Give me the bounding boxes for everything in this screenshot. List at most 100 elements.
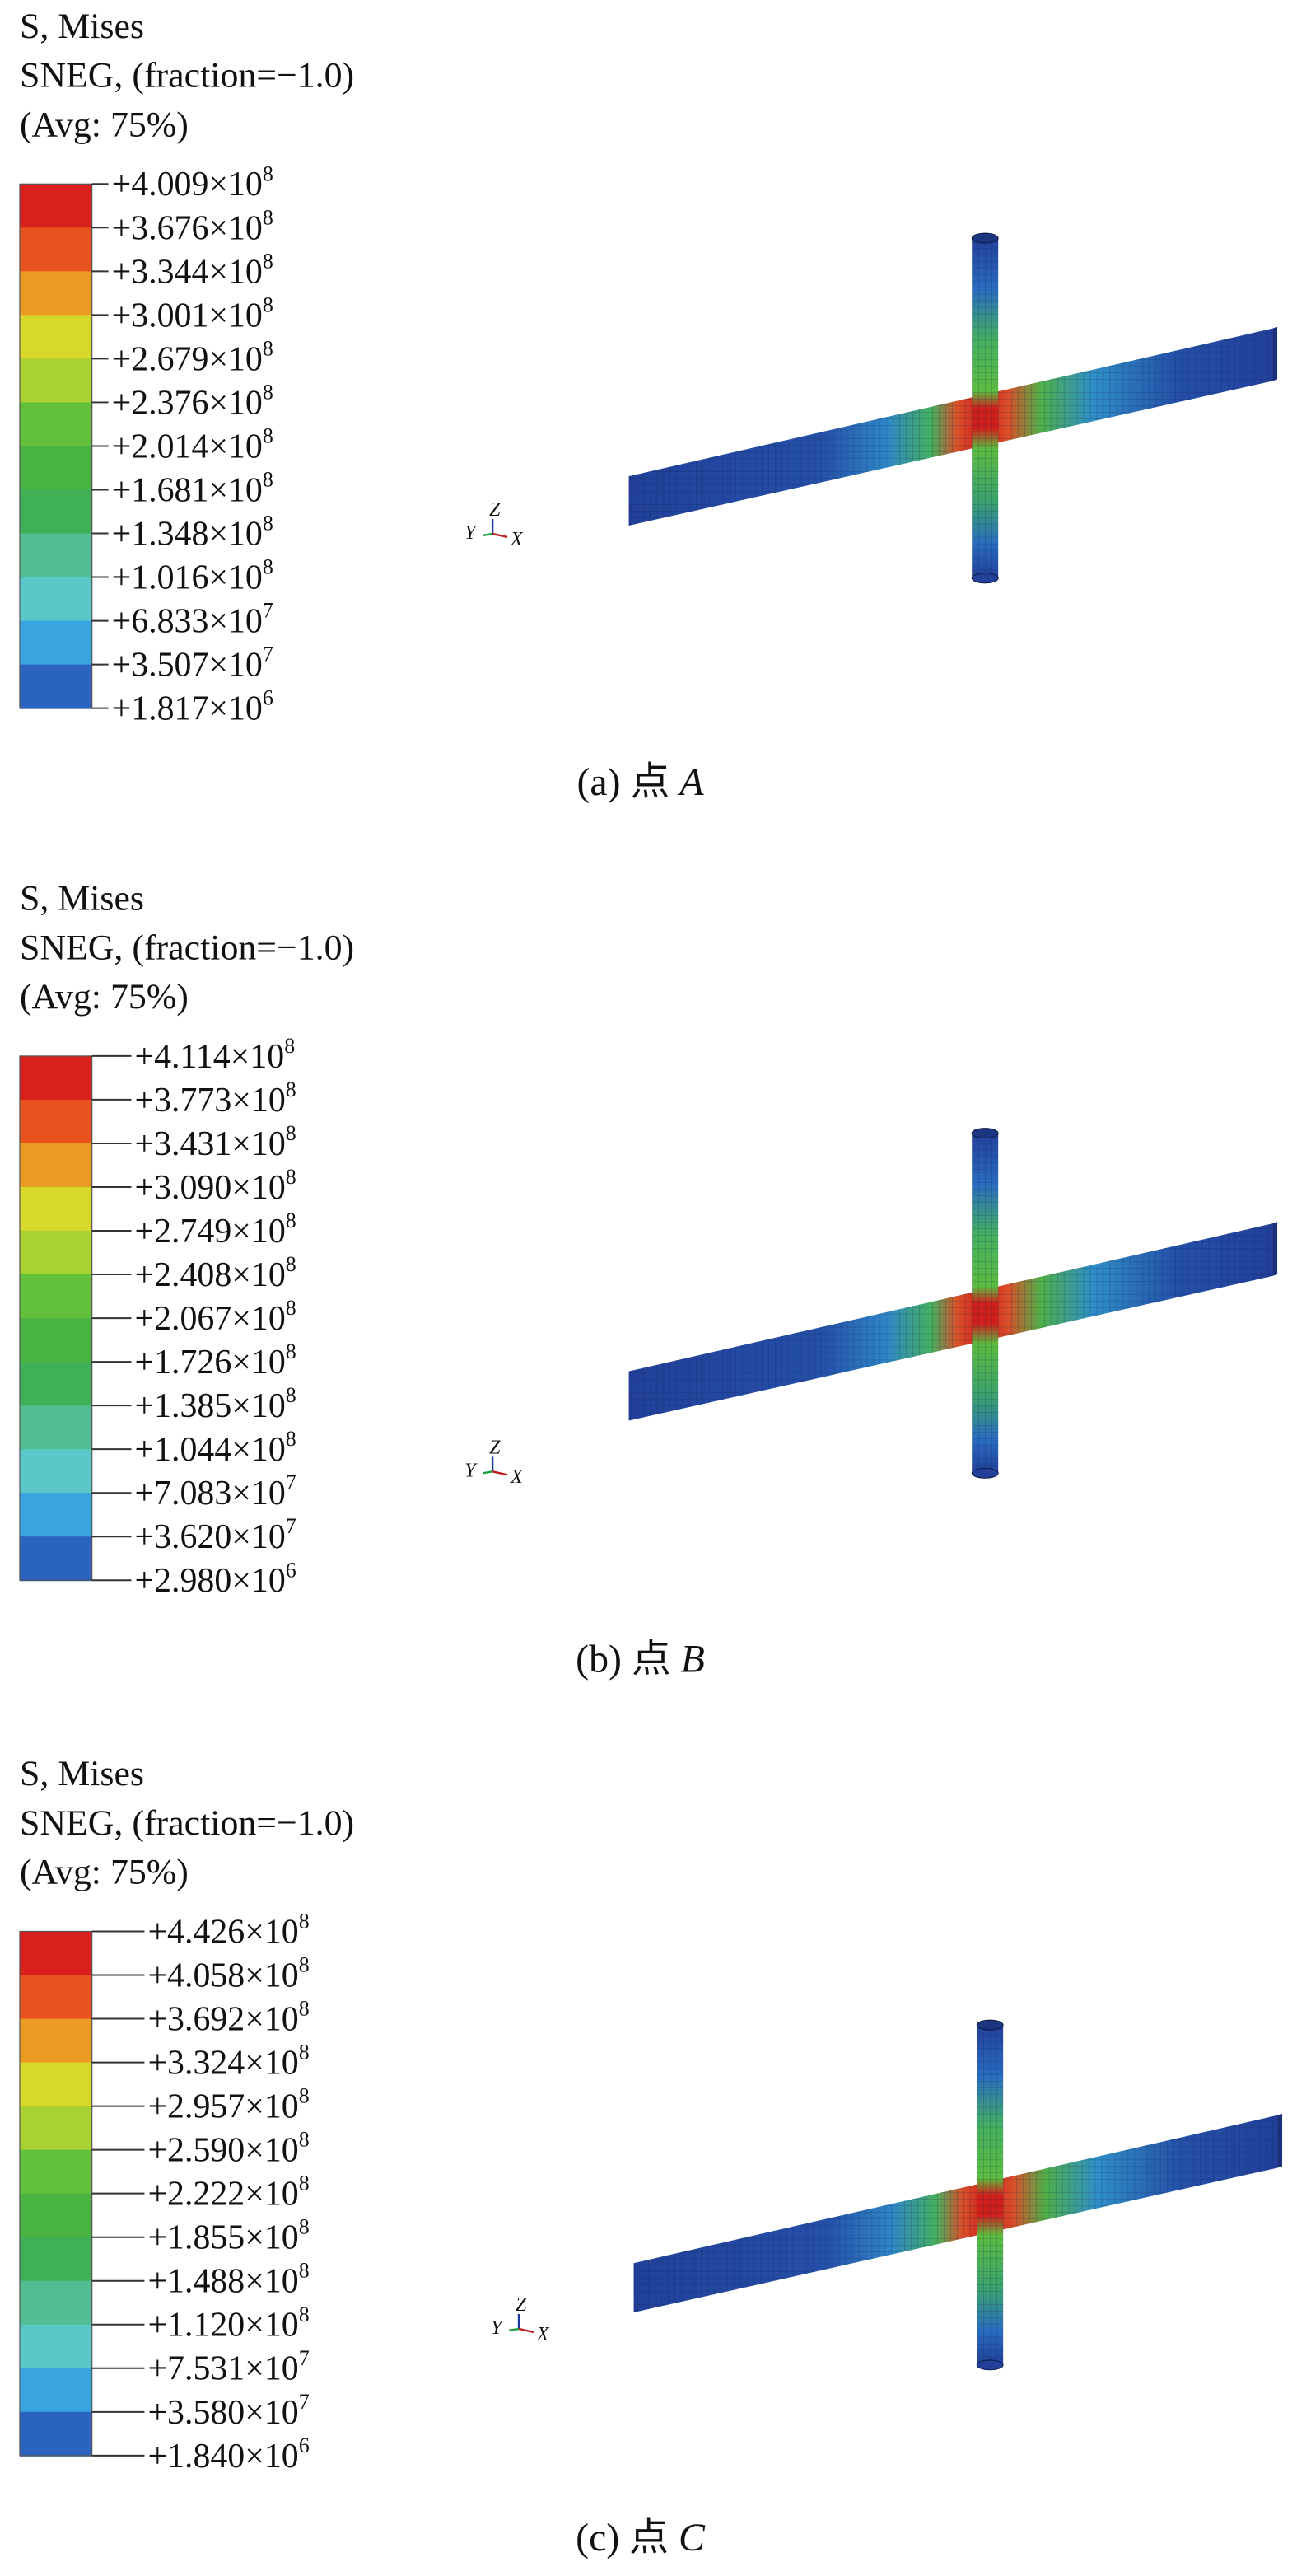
legend-mantissa: +2.376×10 xyxy=(112,384,263,422)
beam-flange xyxy=(1277,2113,1283,2168)
legend-exponent: 8 xyxy=(263,380,273,404)
panel: S, Mises SNEG, (fraction=−1.0) (Avg: 75%) +… xyxy=(19,1754,1283,2560)
legend-mantissa: +1.855×10 xyxy=(147,2219,298,2257)
legend-label: +2.067×108 xyxy=(134,1296,296,1338)
triad-x xyxy=(518,2327,534,2334)
legend-label: +2.408×108 xyxy=(134,1252,296,1294)
legend-exponent: 8 xyxy=(299,2303,310,2326)
legend-mantissa: +3.507×10 xyxy=(112,647,263,685)
legend-mantissa: +4.114×10 xyxy=(134,1038,284,1076)
legend-band xyxy=(19,664,92,709)
legend-band xyxy=(19,1405,92,1451)
legend-label: +2.590×108 xyxy=(147,2128,309,2170)
legend-mantissa: +1.817×10 xyxy=(112,690,263,728)
legend-exponent: 7 xyxy=(263,599,273,623)
legend-band xyxy=(19,227,92,273)
legend-band xyxy=(19,1931,92,1976)
legend-mantissa: +6.833×10 xyxy=(112,603,263,641)
legend-mantissa: +4.058×10 xyxy=(147,1957,298,1994)
fe-model xyxy=(628,232,1278,584)
legend-label: +1.348×108 xyxy=(112,512,273,554)
legend-band xyxy=(19,577,92,622)
legend-band xyxy=(19,2368,92,2413)
triad-y xyxy=(482,532,493,537)
legend-band xyxy=(19,1055,92,1101)
legend-label: +4.114×108 xyxy=(134,1034,295,1076)
triad-label: Z xyxy=(516,2294,527,2316)
beam-mesh xyxy=(628,328,1273,526)
caption-prefix: (b) 点 xyxy=(576,1637,671,1681)
legend-exponent: 7 xyxy=(299,2346,310,2370)
legend-mantissa: +4.009×10 xyxy=(112,166,263,203)
column-bottom xyxy=(971,1467,999,1479)
legend-header: S, Mises xyxy=(20,7,144,46)
legend-band xyxy=(19,1536,92,1582)
legend-exponent: 7 xyxy=(286,1514,296,1538)
legend-header: (Avg: 75%) xyxy=(20,1853,189,1892)
triad-label: X xyxy=(536,2324,550,2345)
legend-header: SNEG, (fraction=−1.0) xyxy=(20,928,354,967)
legend-band xyxy=(19,358,92,404)
column-mesh xyxy=(972,238,999,578)
legend-header: SNEG, (fraction=−1.0) xyxy=(20,56,354,96)
legend-band xyxy=(19,315,92,360)
legend-label: +2.222×108 xyxy=(147,2172,309,2214)
legend-label: +4.009×108 xyxy=(112,161,273,203)
caption-label: B xyxy=(681,1637,705,1681)
legend-exponent: 6 xyxy=(299,2433,310,2457)
legend-label: +2.376×108 xyxy=(112,380,273,422)
column-top xyxy=(971,232,999,244)
legend-exponent: 8 xyxy=(299,1910,310,1933)
legend-label: +1.817×106 xyxy=(112,686,273,728)
legend-exponent: 7 xyxy=(263,643,273,666)
caption-prefix: (c) 点 xyxy=(576,2516,669,2560)
legend-band xyxy=(19,1099,92,1144)
triad-label: Y xyxy=(464,1460,478,1481)
legend-label: +2.957×108 xyxy=(147,2084,309,2126)
legend-label: +3.090×108 xyxy=(134,1165,296,1207)
legend-band xyxy=(19,2193,92,2238)
legend-header: SNEG, (fraction=−1.0) xyxy=(20,1803,354,1843)
legend-exponent: 6 xyxy=(263,686,273,710)
triad-x xyxy=(492,532,508,539)
legend-mantissa: +2.957×10 xyxy=(147,2088,298,2126)
legend-exponent: 8 xyxy=(286,1165,296,1189)
legend-exponent: 8 xyxy=(299,2128,310,2152)
legend-label: +2.014×108 xyxy=(112,423,273,465)
legend-label: +1.840×106 xyxy=(147,2433,309,2475)
legend-mantissa: +2.749×10 xyxy=(134,1213,285,1251)
legend-mantissa: +2.222×10 xyxy=(147,2176,298,2214)
legend-band xyxy=(19,402,92,447)
panel: S, Mises SNEG, (fraction=−1.0) (Avg: 75%) +… xyxy=(19,878,1278,1681)
legend-label: +2.749×108 xyxy=(134,1209,296,1251)
legend-mantissa: +1.681×10 xyxy=(112,471,263,509)
legend-band xyxy=(19,2280,92,2326)
panel: S, Mises SNEG, (fraction=−1.0) (Avg: 75%) +… xyxy=(19,7,1278,804)
column-mesh xyxy=(972,1133,999,1474)
legend-band xyxy=(19,2237,92,2282)
legend-label: +3.507×107 xyxy=(112,643,273,685)
legend-exponent: 8 xyxy=(286,1209,296,1232)
legend-label: +2.679×108 xyxy=(112,336,273,378)
legend-exponent: 8 xyxy=(286,1427,296,1451)
legend-band xyxy=(19,2062,92,2107)
legend-mantissa: +3.676×10 xyxy=(112,209,263,247)
fe-model xyxy=(628,1128,1278,1479)
legend-mantissa: +7.531×10 xyxy=(147,2350,298,2388)
legend-label: +1.726×108 xyxy=(134,1339,296,1382)
legend-label: +2.980×106 xyxy=(134,1558,296,1600)
legend-mantissa: +2.980×10 xyxy=(134,1562,285,1600)
legend-band xyxy=(19,1186,92,1232)
axis-triad: ZY X xyxy=(464,499,524,550)
legend-header: (Avg: 75%) xyxy=(20,977,189,1017)
legend-exponent: 8 xyxy=(263,468,273,492)
legend-label: +7.083×107 xyxy=(134,1470,296,1512)
legend-label: +4.058×108 xyxy=(147,1953,309,1995)
caption-label: A xyxy=(677,760,704,804)
legend-header: (Avg: 75%) xyxy=(20,105,189,144)
legend-band xyxy=(19,1493,92,1538)
legend-mantissa: +3.773×10 xyxy=(134,1082,285,1120)
legend-header: S, Mises xyxy=(20,1754,144,1793)
